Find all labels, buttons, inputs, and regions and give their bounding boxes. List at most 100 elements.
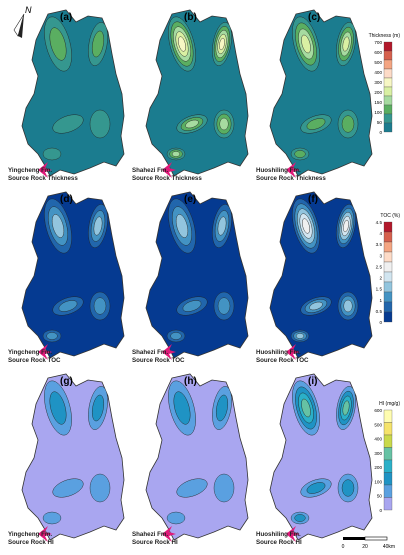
legend-title: TOC (%) — [380, 213, 400, 219]
legend-swatch — [383, 261, 393, 273]
contour-zone — [178, 36, 186, 52]
legend-tick: 0 — [379, 508, 382, 513]
legend-swatch — [383, 77, 393, 88]
contour-zone — [216, 394, 228, 422]
legend-tick: 4.5 — [376, 220, 383, 225]
basin-outline — [269, 9, 373, 177]
legend-tick: 500 — [374, 422, 382, 427]
legend-toc: TOC (%)4.5 4 3.5 3 2.5 2 1.5 1 0.5 0 — [376, 213, 401, 325]
legend-swatch — [383, 409, 393, 423]
contour-zone — [49, 391, 67, 425]
contour-zone — [342, 36, 350, 52]
pointer-arrow-icon — [162, 162, 176, 178]
contour-zone — [306, 482, 326, 494]
panel-caption-line: Yingcheng Fm. — [8, 531, 52, 538]
panel-letter: (e) — [184, 194, 196, 205]
legend-tick: 2 — [379, 276, 382, 281]
contour-zone — [301, 34, 311, 54]
panel-letter: (a) — [60, 12, 72, 23]
basin-outline — [269, 373, 373, 541]
contour-zone — [52, 114, 84, 134]
panel-caption-line: Huoshiling Fm. — [256, 167, 301, 174]
legend-swatch — [383, 484, 393, 498]
legend-swatch — [383, 86, 393, 97]
panel-caption-line: Source Rock HI — [256, 539, 302, 546]
legend-swatch — [383, 41, 393, 52]
legend-tick: 3.5 — [376, 242, 383, 247]
map-panel-f: (f) Huoshiling Fm.Source Rock TOC — [256, 191, 373, 364]
contour-zone — [46, 332, 58, 340]
scale-tick-1: 20 — [362, 544, 368, 550]
contour-zone — [42, 147, 62, 161]
panel-caption-line: Source Rock TOC — [256, 357, 309, 364]
panel-caption-line: Yingcheng Fm. — [8, 167, 52, 174]
contour-zone — [92, 394, 104, 422]
contour-zone — [294, 150, 306, 158]
legend-swatch — [383, 434, 393, 448]
contour-zone — [341, 115, 355, 133]
contour-zone — [217, 216, 227, 236]
panel-caption-line: Source Rock Thickness — [256, 175, 326, 182]
pointer-arrow-icon — [162, 344, 176, 360]
legend-swatch — [383, 104, 393, 115]
legend-swatch — [383, 95, 393, 106]
contour-zone — [92, 30, 104, 58]
legend-swatch — [383, 291, 393, 303]
contour-zone — [89, 473, 111, 503]
scale-bar: 0 20 40km — [342, 536, 395, 550]
contour-zone — [49, 27, 67, 61]
panel-caption-line: Source Rock TOC — [132, 357, 185, 364]
panel-caption-line: Huoshiling Fm. — [256, 531, 301, 538]
legend-tick: 600 — [374, 50, 382, 55]
contour-zone — [182, 300, 202, 312]
contour-zone — [295, 333, 305, 339]
contour-zone — [166, 511, 186, 525]
panel-letter: (h) — [184, 376, 197, 387]
legend-swatch — [383, 311, 393, 323]
pointer-arrow-icon — [38, 526, 52, 542]
legend-swatch — [383, 497, 393, 511]
contour-zone — [170, 332, 182, 340]
contour-zone — [343, 299, 353, 313]
panel-letter: (c) — [308, 12, 320, 23]
contour-zone — [171, 151, 181, 157]
basin-outline — [145, 9, 249, 177]
legend-swatch — [383, 241, 393, 253]
panel-letter: (g) — [60, 376, 73, 387]
panel-letter: (f) — [308, 194, 318, 205]
legend-tick: 100 — [374, 479, 382, 484]
legend-tick: 1 — [379, 298, 382, 303]
contour-zone — [217, 297, 231, 315]
panel-caption-line: Source Rock HI — [8, 539, 54, 546]
contour-zone — [219, 117, 229, 131]
basin-outline — [145, 373, 249, 541]
legend-title: Thickness (m) — [369, 33, 401, 39]
contour-zone — [343, 219, 349, 233]
legend-swatch — [383, 50, 393, 61]
basin-outline — [21, 191, 125, 359]
legend-tick: 150 — [374, 100, 382, 105]
legend-tick: 500 — [374, 60, 382, 65]
legend-swatch — [383, 271, 393, 283]
north-arrow-icon: N — [13, 5, 32, 38]
legend-tick: 400 — [374, 70, 382, 75]
legend-swatch — [383, 59, 393, 70]
basin-outline — [145, 191, 249, 359]
pointer-arrow-icon — [38, 162, 52, 178]
panel-caption-line: Source Rock HI — [132, 539, 178, 546]
contour-zone — [175, 214, 189, 238]
legend-swatch — [383, 472, 393, 486]
contour-zone — [173, 391, 191, 425]
panel-letter: (i) — [308, 376, 317, 387]
contour-zone — [306, 118, 326, 130]
panel-caption-line: Source Rock Thickness — [132, 175, 202, 182]
map-panel-c: (c) Huoshiling Fm.Source Rock Thickness — [256, 9, 373, 182]
basin-outline — [269, 191, 373, 359]
legend-tick: 300 — [374, 451, 382, 456]
legend-title: HI (mg/g) — [379, 401, 400, 407]
map-panel-d: (d) Yingcheng Fm.Source Rock TOC — [8, 191, 125, 364]
map-panel-a: (a) Yingcheng Fm.Source Rock Thickness — [8, 9, 125, 182]
